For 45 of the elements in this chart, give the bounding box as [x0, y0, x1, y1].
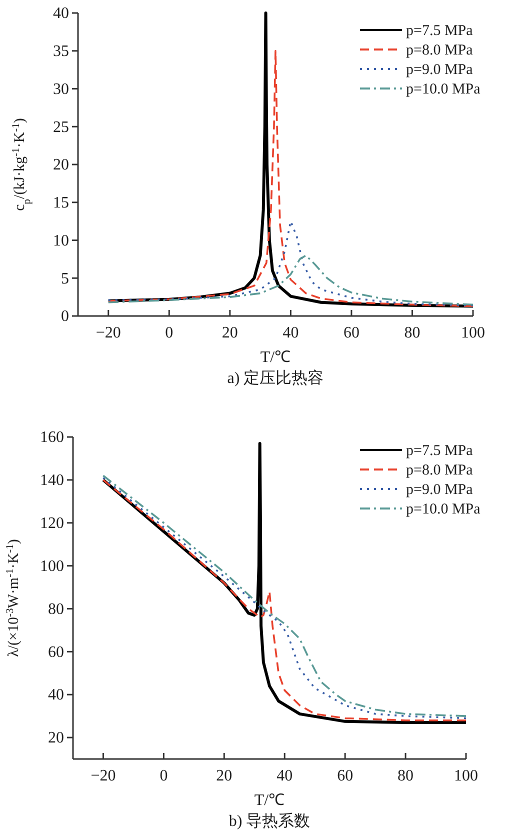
x-axis-title: T/℃	[260, 349, 291, 366]
legend-label: p=8.0 MPa	[406, 462, 474, 478]
legend-label: p=7.5 MPa	[406, 443, 474, 459]
legend-label: p=10.0 MPa	[406, 82, 481, 98]
legend-label: p=9.0 MPa	[406, 62, 474, 78]
y-tick-label: 0	[61, 308, 69, 326]
x-tick-label: 20	[222, 324, 238, 342]
line-series	[107, 254, 474, 306]
x-tick-label: 40	[276, 767, 293, 784]
legend-label: p=7.5 MPa	[406, 23, 474, 39]
x-axis-title: T/℃	[254, 792, 285, 809]
y-tick-label: 160	[40, 429, 64, 446]
y-tick-label: 20	[48, 730, 64, 747]
y-tick-label: 40	[48, 686, 64, 704]
y-tick-label: 25	[53, 118, 69, 136]
y-tick-label: 60	[48, 644, 64, 661]
y-tick-label: 80	[48, 600, 64, 618]
y-tick-label: 20	[53, 156, 69, 174]
x-tick-label: 100	[454, 767, 478, 784]
x-tick-label: −20	[96, 324, 121, 342]
y-tick-label: 5	[61, 270, 69, 288]
x-tick-label: 0	[160, 767, 168, 784]
x-tick-label: 40	[282, 324, 299, 342]
line-series	[107, 220, 474, 306]
text: a) 定压比热容	[227, 369, 324, 387]
y-tick-label: 30	[53, 80, 69, 98]
y-tick-label: 15	[53, 194, 69, 212]
text: b) 导热系数	[228, 812, 310, 830]
x-tick-label: 80	[398, 767, 414, 784]
x-tick-label: −20	[90, 767, 116, 784]
x-tick-label: 80	[404, 324, 420, 342]
y-tick-label: 40	[53, 5, 69, 22]
y-tick-label: 10	[53, 232, 69, 250]
x-tick-label: 60	[343, 324, 360, 342]
x-tick-label: 100	[461, 324, 485, 342]
x-tick-label: 0	[165, 324, 174, 342]
y-tick-label: 120	[40, 514, 64, 532]
x-tick-label: 20	[216, 767, 232, 784]
y-tick-label: 140	[40, 472, 64, 490]
legend-label: p=9.0 MPa	[406, 482, 474, 498]
legend-label: p=10.0 MPa	[406, 502, 481, 518]
y-tick-label: 35	[53, 42, 69, 60]
legend-label: p=8.0 MPa	[406, 42, 474, 58]
y-tick-label: 100	[40, 558, 64, 575]
x-tick-label: 60	[337, 767, 354, 784]
